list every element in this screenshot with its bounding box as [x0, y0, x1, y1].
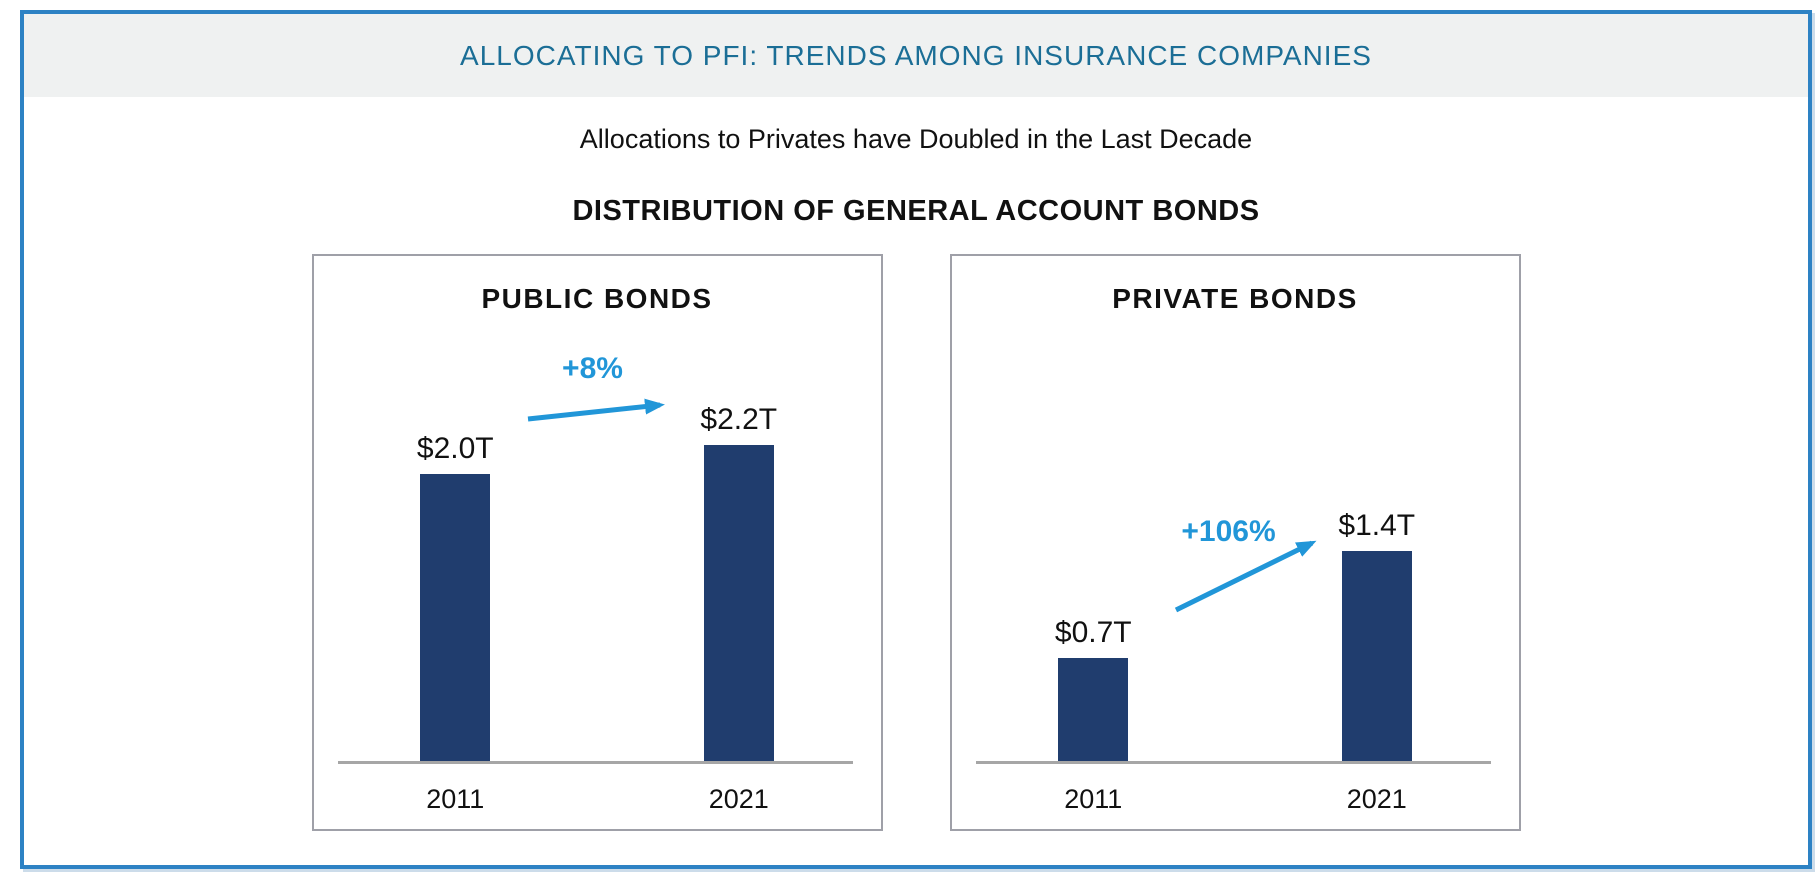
value-label-private-2021: $1.4T: [1338, 509, 1416, 542]
header-bar: ALLOCATING TO PFI: TRENDS AMONG INSURANC…: [24, 14, 1808, 97]
charts-container: PUBLIC BONDS $2.0T $2.2T 2011 2021 +8% P…: [24, 254, 1808, 831]
x-axis-line: [337, 761, 853, 764]
page-title: ALLOCATING TO PFI: TRENDS AMONG INSURANC…: [460, 39, 1372, 71]
x-tick-public-2011: 2011: [426, 784, 485, 814]
x-tick-private-2011: 2011: [1064, 784, 1123, 814]
bar-private-2021: [1341, 551, 1412, 764]
growth-annotation-private: +106%: [1181, 515, 1276, 548]
x-tick-public-2021: 2021: [708, 784, 769, 814]
x-axis-line: [975, 761, 1491, 764]
public-bonds-title: PUBLIC BONDS: [481, 283, 713, 314]
subtitle: Allocations to Privates have Doubled in …: [579, 124, 1253, 154]
bar-public-2011: [420, 474, 491, 764]
slide-frame: ALLOCATING TO PFI: TRENDS AMONG INSURANC…: [20, 10, 1812, 869]
growth-annotation-public: +8%: [562, 352, 623, 385]
public-bonds-panel: PUBLIC BONDS $2.0T $2.2T 2011 2021 +8%: [311, 254, 883, 831]
bar-private-2011: [1058, 658, 1129, 764]
x-tick-private-2021: 2021: [1346, 784, 1407, 814]
growth-arrow-icon: [527, 398, 665, 422]
bar-public-2021: [703, 445, 774, 764]
value-label-public-2021: $2.2T: [700, 403, 778, 436]
value-label-public-2011: $2.0T: [416, 432, 494, 465]
private-bonds-panel: PRIVATE BONDS $0.7T $1.4T 2011 2021 +106…: [949, 254, 1521, 831]
value-label-private-2011: $0.7T: [1054, 616, 1132, 649]
chart-title: DISTRIBUTION OF GENERAL ACCOUNT BONDS: [572, 195, 1260, 227]
private-bonds-title: PRIVATE BONDS: [1112, 283, 1358, 314]
